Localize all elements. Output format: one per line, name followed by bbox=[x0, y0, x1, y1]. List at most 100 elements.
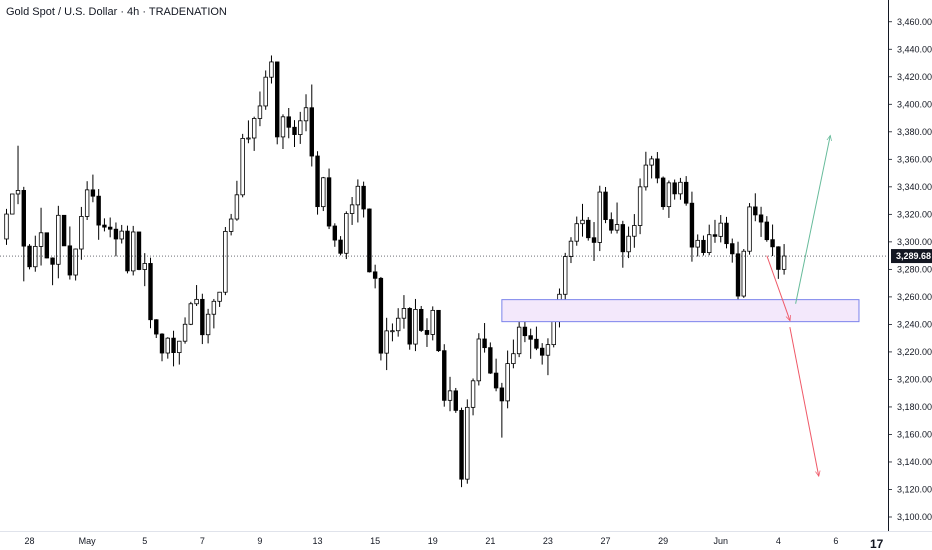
candle-body-up bbox=[257, 105, 263, 119]
bullish-arrow[interactable] bbox=[795, 136, 831, 304]
candle-body-up bbox=[280, 116, 286, 138]
candle-body-up bbox=[344, 213, 349, 254]
tradingview-logo: 17 bbox=[870, 537, 884, 550]
candle bbox=[637, 178, 643, 235]
candle-body-up bbox=[551, 320, 556, 346]
candle bbox=[125, 225, 130, 274]
candle bbox=[407, 307, 412, 350]
x-tick-label: 13 bbox=[313, 536, 323, 546]
candle-body-down bbox=[701, 239, 706, 253]
candle-body-up bbox=[678, 181, 683, 195]
y-tick-label: 3,320.00 bbox=[897, 209, 932, 219]
candle bbox=[689, 191, 695, 262]
y-tick-label: 3,340.00 bbox=[897, 182, 932, 192]
y-tick-label: 3,360.00 bbox=[897, 154, 932, 164]
candle bbox=[171, 330, 176, 367]
candle-body-up bbox=[263, 76, 268, 107]
candle bbox=[505, 350, 510, 409]
annotations bbox=[501, 136, 860, 476]
candle bbox=[38, 207, 44, 266]
candle-body-up bbox=[298, 120, 303, 135]
candles bbox=[4, 55, 787, 488]
candle-body-down bbox=[90, 189, 96, 197]
candle bbox=[90, 174, 96, 203]
candle-body-up bbox=[649, 158, 654, 166]
candle-body-up bbox=[349, 204, 355, 214]
candle bbox=[292, 120, 297, 147]
candle bbox=[753, 193, 758, 222]
current-price-label: 3,289.68 bbox=[896, 251, 931, 261]
candle bbox=[718, 215, 723, 243]
candle bbox=[131, 225, 136, 276]
candle-body-down bbox=[154, 319, 159, 335]
candle bbox=[211, 298, 217, 329]
candle-body-up bbox=[505, 363, 510, 402]
bearish-arrow[interactable] bbox=[789, 327, 819, 476]
candle-body-down bbox=[372, 271, 378, 279]
candle bbox=[251, 116, 257, 151]
candle-body-up bbox=[38, 232, 44, 247]
candle-body-up bbox=[188, 303, 194, 325]
candle-body-up bbox=[131, 231, 136, 272]
y-tick-label: 3,160.00 bbox=[897, 429, 932, 439]
candle bbox=[159, 333, 165, 362]
bearish-arrow[interactable] bbox=[766, 255, 790, 321]
price-axis[interactable]: 3,100.00 3,120.00 3,140.00 3,160.00 3,180.00… bbox=[888, 17, 932, 522]
candle-body-down bbox=[522, 326, 528, 337]
candle bbox=[609, 212, 614, 234]
candle bbox=[424, 318, 430, 347]
y-tick-label: 3,440.00 bbox=[897, 44, 932, 54]
candle bbox=[205, 308, 211, 344]
candle bbox=[286, 108, 291, 139]
candle-body-up bbox=[643, 164, 649, 188]
candle bbox=[395, 308, 401, 337]
candle bbox=[758, 206, 764, 237]
candle bbox=[695, 234, 700, 257]
candle bbox=[701, 235, 706, 256]
candle-body-up bbox=[303, 107, 309, 122]
candle-body-up bbox=[695, 239, 700, 248]
candle-body-up bbox=[217, 291, 222, 302]
candle bbox=[119, 224, 124, 244]
candle-body-down bbox=[102, 224, 107, 228]
candle bbox=[660, 176, 666, 210]
candle bbox=[275, 61, 280, 145]
candle-body-up bbox=[637, 186, 643, 226]
candle bbox=[574, 216, 579, 246]
candle bbox=[257, 91, 263, 127]
candle-body-up bbox=[465, 406, 470, 480]
candle-body-down bbox=[50, 257, 55, 265]
candle bbox=[551, 318, 556, 348]
candle bbox=[280, 114, 286, 150]
candle-body-down bbox=[125, 230, 130, 272]
candle-body-up bbox=[430, 309, 435, 335]
x-tick-label: 23 bbox=[543, 536, 553, 546]
candle-body-down bbox=[609, 219, 614, 231]
candle bbox=[707, 224, 712, 256]
candle bbox=[223, 227, 228, 296]
candle-body-down bbox=[315, 155, 320, 208]
support-zone[interactable] bbox=[501, 299, 860, 323]
candle bbox=[148, 257, 153, 329]
candle-body-up bbox=[73, 248, 78, 276]
candle-body-up bbox=[568, 240, 574, 257]
candle bbox=[263, 70, 268, 110]
candle bbox=[33, 235, 38, 272]
candle bbox=[321, 176, 326, 212]
time-axis[interactable]: 28 May 5 7 9 13 15 19 21 23 27 29 Jun 4 6 bbox=[25, 536, 839, 546]
y-tick-label: 3,380.00 bbox=[897, 127, 932, 137]
candle-body-up bbox=[33, 246, 38, 268]
y-tick-label: 3,420.00 bbox=[897, 72, 932, 82]
x-tick-label: 7 bbox=[200, 536, 205, 546]
y-tick-label: 3,180.00 bbox=[897, 402, 932, 412]
y-tick-label: 3,240.00 bbox=[897, 319, 932, 329]
candle-body-up bbox=[470, 380, 476, 408]
candle bbox=[678, 177, 683, 200]
candle-body-down bbox=[309, 107, 314, 157]
candle bbox=[626, 226, 631, 259]
candle-body-down bbox=[407, 308, 412, 345]
candle bbox=[511, 339, 516, 369]
candle bbox=[246, 120, 251, 144]
candle-body-up bbox=[321, 177, 326, 208]
